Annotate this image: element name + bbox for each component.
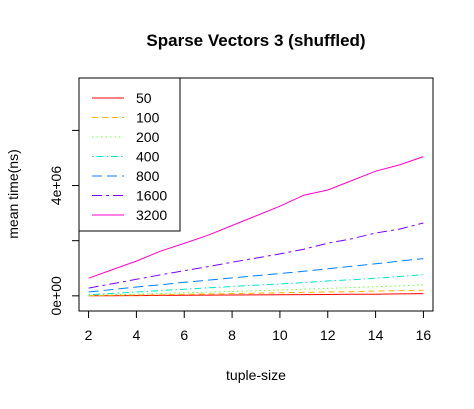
- chart-title: Sparse Vectors 3 (shuffled): [146, 31, 365, 50]
- y-tick-label: 0e+00: [48, 276, 64, 316]
- x-tick-label: 6: [180, 327, 188, 343]
- legend-label-3200: 3200: [136, 207, 167, 223]
- legend-label-400: 400: [136, 149, 160, 165]
- y-axis-title: mean time(ns): [5, 149, 21, 238]
- legend-label-100: 100: [136, 110, 160, 126]
- x-axis-title: tuple-size: [226, 367, 286, 383]
- legend: 50 100 200 400 800 1600 3200: [79, 78, 180, 231]
- y-axis: 0e+00 4e+06: [48, 130, 79, 315]
- x-tick-label: 2: [85, 327, 93, 343]
- legend-label-50: 50: [136, 90, 152, 106]
- x-tick-label: 12: [320, 327, 336, 343]
- x-tick-label: 8: [228, 327, 236, 343]
- series-line-400: [89, 275, 424, 295]
- x-tick-label: 10: [272, 327, 288, 343]
- y-tick-label: 4e+06: [48, 166, 64, 206]
- x-tick-label: 16: [416, 327, 432, 343]
- legend-label-800: 800: [136, 168, 160, 184]
- x-axis: 2 4 6 8 10 12 14 16: [85, 311, 432, 343]
- x-tick-label: 14: [368, 327, 384, 343]
- legend-label-1600: 1600: [136, 188, 167, 204]
- x-tick-label: 4: [133, 327, 141, 343]
- legend-label-200: 200: [136, 129, 160, 145]
